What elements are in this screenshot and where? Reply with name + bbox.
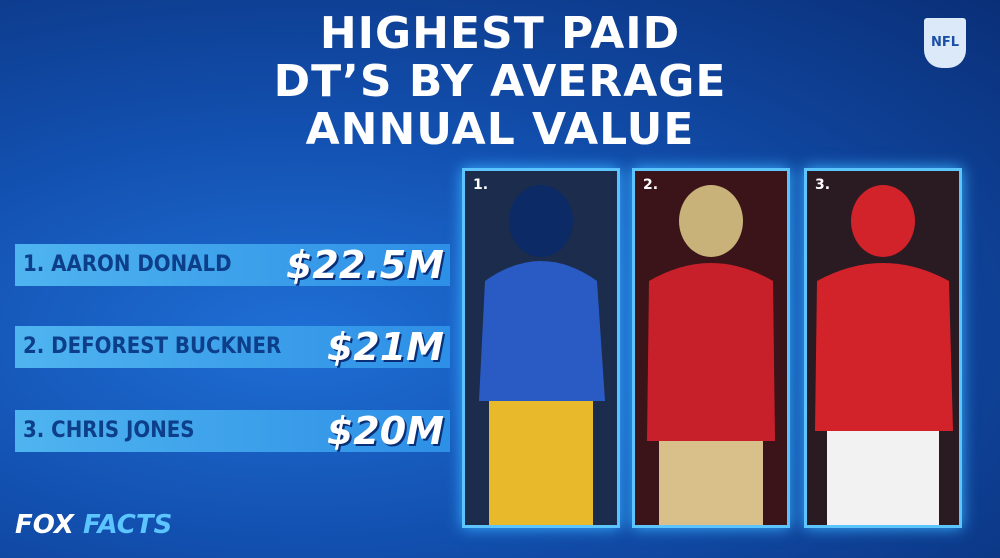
player-illustration [807, 171, 959, 525]
player-name: 1. AARON DONALD [23, 252, 232, 277]
title-line: ANNUAL VALUE [305, 104, 695, 155]
photo-label: 2. [643, 177, 659, 193]
ranking-row: 1. AARON DONALD $22.5M [15, 243, 450, 287]
player-photo: 2. [632, 168, 790, 528]
brand-suffix: FACTS [83, 510, 173, 540]
salary: $21M [326, 325, 444, 369]
photo-label: 3. [815, 177, 831, 193]
photo-label: 1. [473, 177, 489, 193]
brand: FOX [15, 510, 74, 540]
player-photo: 3. [804, 168, 962, 528]
salary: $22.5M [285, 243, 444, 287]
salary: $20M [326, 409, 444, 453]
player-illustration [465, 171, 617, 525]
title-line: DT’S BY AVERAGE [273, 56, 727, 107]
player-name: 2. DEFOREST BUCKNER [23, 334, 282, 359]
ranking-row: 2. DEFOREST BUCKNER $21M [15, 325, 450, 369]
title-line: HIGHEST PAID [319, 8, 681, 59]
ranking-row: 3. CHRIS JONES $20M [15, 409, 450, 453]
footer-brand: FOX FACTS [15, 510, 172, 540]
nfl-logo: NFL [924, 18, 966, 68]
player-name: 3. CHRIS JONES [23, 418, 195, 443]
player-photo: 1. [462, 168, 620, 528]
player-illustration [635, 171, 787, 525]
